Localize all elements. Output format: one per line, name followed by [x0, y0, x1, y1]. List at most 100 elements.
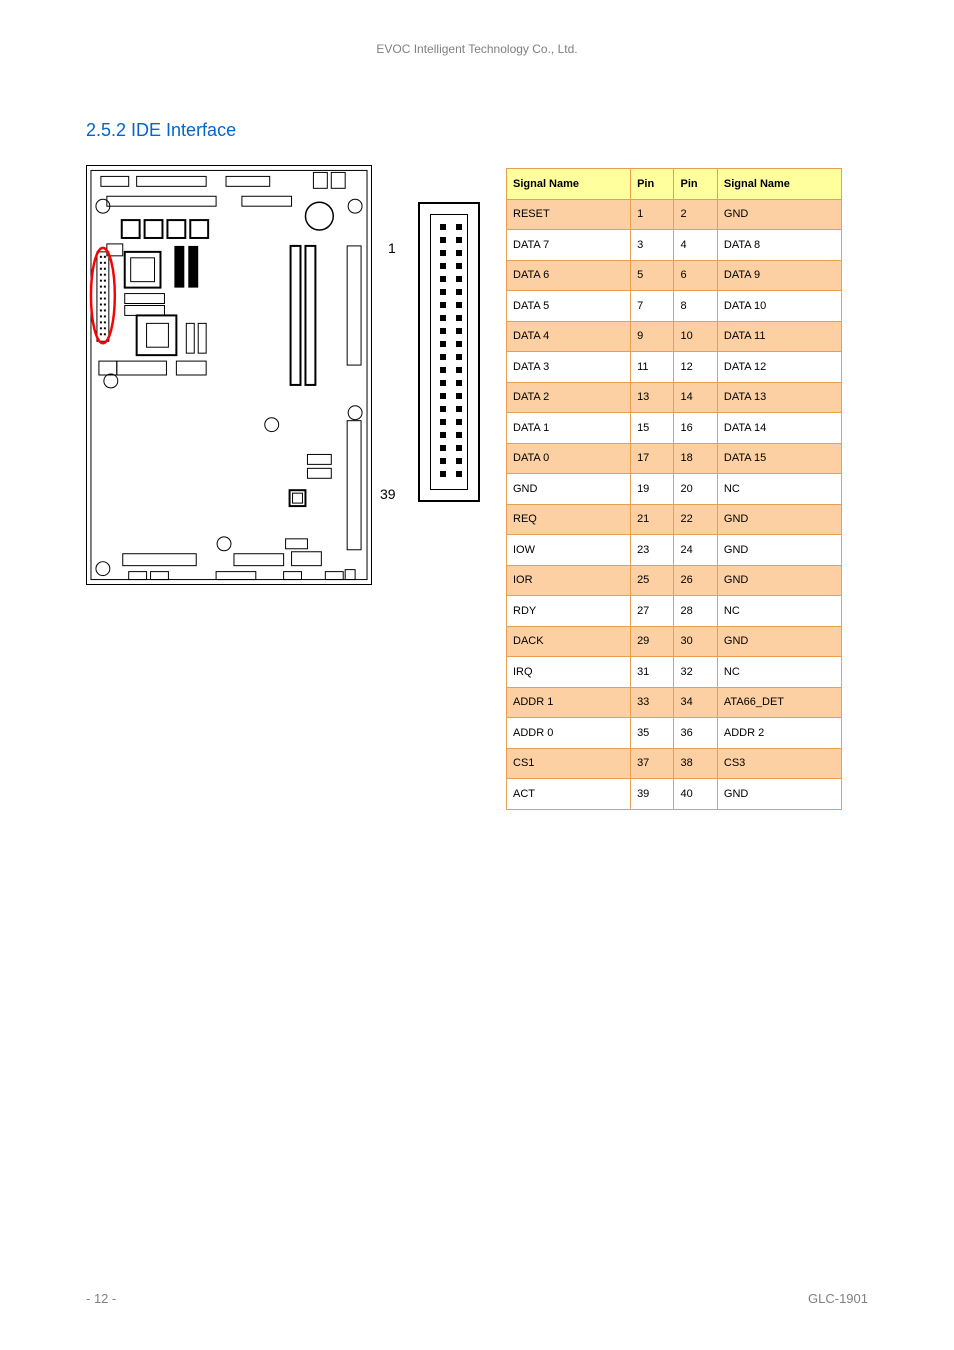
table-row: IOR2526GND: [507, 565, 842, 596]
motherboard-svg: [87, 166, 371, 584]
table-cell: 15: [631, 413, 674, 444]
table-cell: GND: [717, 626, 841, 657]
table-row: IRQ3132NC: [507, 657, 842, 688]
pin-callout: 1 39: [388, 170, 496, 510]
table-cell: ACT: [507, 779, 631, 810]
table-cell: 40: [674, 779, 717, 810]
pin-dot: [440, 276, 446, 282]
table-cell: 33: [631, 687, 674, 718]
table-cell: NC: [717, 596, 841, 627]
pin-dot: [456, 380, 462, 386]
table-cell: DATA 6: [507, 260, 631, 291]
table-cell: 27: [631, 596, 674, 627]
table-cell: IOR: [507, 565, 631, 596]
pin-dot: [440, 432, 446, 438]
pin-dot: [440, 393, 446, 399]
table-cell: 39: [631, 779, 674, 810]
pin-dot: [456, 406, 462, 412]
table-cell: REQ: [507, 504, 631, 535]
pin-dot: [456, 263, 462, 269]
pin-dot: [440, 471, 446, 477]
table-cell: DATA 8: [717, 230, 841, 261]
table-row: RESET12GND: [507, 199, 842, 230]
table-cell: 23: [631, 535, 674, 566]
table-cell: DATA 9: [717, 260, 841, 291]
pin-dot: [440, 406, 446, 412]
table-cell: 7: [631, 291, 674, 322]
pin-dot: [440, 380, 446, 386]
pin-dot: [456, 276, 462, 282]
table-cell: DATA 12: [717, 352, 841, 383]
table-row: DATA 31112DATA 12: [507, 352, 842, 383]
table-cell: 26: [674, 565, 717, 596]
page-header: EVOC Intelligent Technology Co., Ltd.: [0, 42, 954, 56]
table-cell: DATA 7: [507, 230, 631, 261]
pin-dot: [456, 471, 462, 477]
table-cell: 31: [631, 657, 674, 688]
pin-dot: [440, 289, 446, 295]
pin-dot: [440, 250, 446, 256]
table-cell: GND: [717, 565, 841, 596]
table-cell: 17: [631, 443, 674, 474]
table-cell: 30: [674, 626, 717, 657]
table-cell: 22: [674, 504, 717, 535]
table-cell: DATA 2: [507, 382, 631, 413]
table-row: CS13738CS3: [507, 748, 842, 779]
table-cell: 35: [631, 718, 674, 749]
th: Pin: [674, 169, 717, 200]
table-cell: 5: [631, 260, 674, 291]
table-cell: IRQ: [507, 657, 631, 688]
th: Signal Name: [507, 169, 631, 200]
table-cell: 4: [674, 230, 717, 261]
pin-dot: [456, 458, 462, 464]
table-header-row: Signal Name Pin Pin Signal Name: [507, 169, 842, 200]
pin-dot: [440, 445, 446, 451]
table-cell: 34: [674, 687, 717, 718]
table-cell: DATA 1: [507, 413, 631, 444]
table-cell: DACK: [507, 626, 631, 657]
footer-product: GLC-1901: [808, 1291, 868, 1306]
pin-dot: [440, 263, 446, 269]
table-cell: 3: [631, 230, 674, 261]
pin-dot: [440, 367, 446, 373]
table-row: RDY2728NC: [507, 596, 842, 627]
pin-dot: [456, 302, 462, 308]
table-cell: CS1: [507, 748, 631, 779]
table-cell: NC: [717, 657, 841, 688]
pin-label-1: 1: [388, 240, 396, 256]
pin-dot: [456, 237, 462, 243]
pin-dot: [440, 458, 446, 464]
table-cell: NC: [717, 474, 841, 505]
pin-header-inner: [430, 214, 468, 490]
pin-dot: [456, 367, 462, 373]
table-cell: 25: [631, 565, 674, 596]
table-cell: ADDR 2: [717, 718, 841, 749]
table-row: ADDR 03536ADDR 2: [507, 718, 842, 749]
pin-dot: [456, 224, 462, 230]
pin-dot: [456, 354, 462, 360]
table-cell: 11: [631, 352, 674, 383]
table-cell: 12: [674, 352, 717, 383]
table-row: DATA 734DATA 8: [507, 230, 842, 261]
header-text: EVOC Intelligent Technology Co., Ltd.: [376, 42, 577, 56]
pin-header-box: [418, 202, 480, 502]
table-cell: 37: [631, 748, 674, 779]
table-cell: 13: [631, 382, 674, 413]
table-cell: 9: [631, 321, 674, 352]
table-cell: IOW: [507, 535, 631, 566]
pin-dot: [456, 328, 462, 334]
pin-dot: [440, 237, 446, 243]
table-cell: 10: [674, 321, 717, 352]
table-row: IOW2324GND: [507, 535, 842, 566]
pin-dot: [456, 250, 462, 256]
pin-dot: [440, 341, 446, 347]
table-row: DATA 578DATA 10: [507, 291, 842, 322]
table-cell: 6: [674, 260, 717, 291]
table-cell: 32: [674, 657, 717, 688]
th: Pin: [631, 169, 674, 200]
table-cell: ADDR 0: [507, 718, 631, 749]
table-cell: DATA 14: [717, 413, 841, 444]
table-row: DATA 11516DATA 14: [507, 413, 842, 444]
pin-dot: [440, 315, 446, 321]
pin-dot: [440, 302, 446, 308]
